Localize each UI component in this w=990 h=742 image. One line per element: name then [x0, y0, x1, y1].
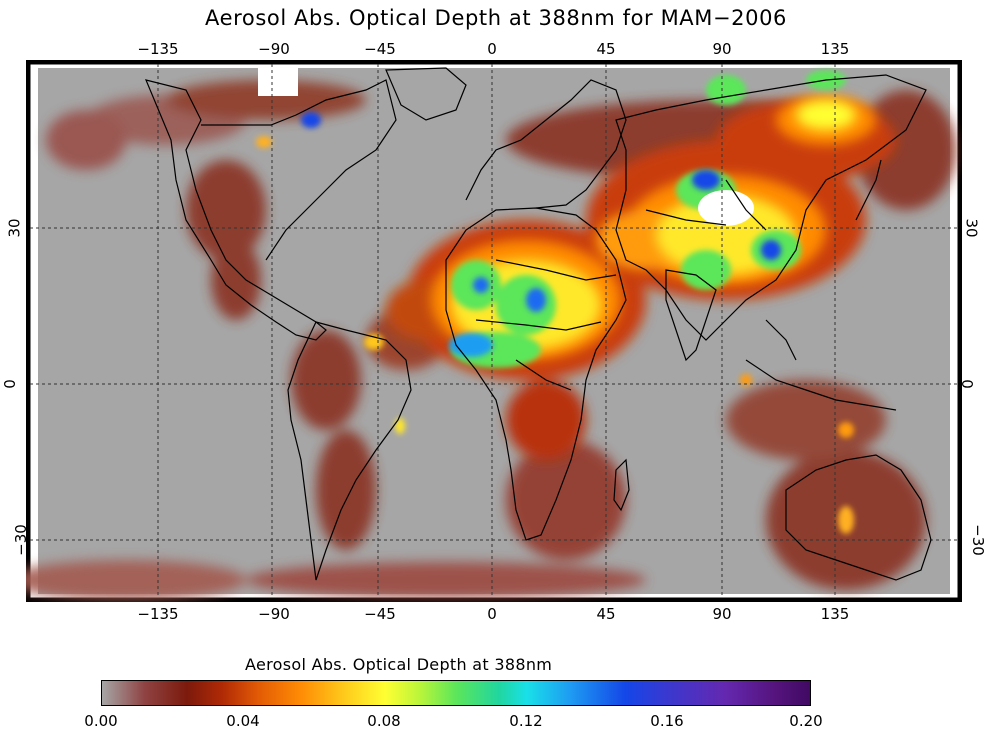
lon-tick-bottom: 135: [820, 605, 850, 623]
aerosol-map: [26, 60, 962, 602]
lon-tick-top: 135: [820, 40, 850, 58]
colorbar-tick: 0.20: [789, 712, 823, 730]
lon-tick-top: −90: [258, 40, 290, 58]
coastlines: [144, 67, 932, 581]
lon-tick-bottom: 0: [487, 605, 497, 623]
colorbar-tick: 0.00: [84, 712, 118, 730]
lat-tick-left: 0: [0, 379, 19, 389]
colorbar-tick: 0.08: [367, 712, 401, 730]
lon-tick-top: 0: [487, 40, 497, 58]
lon-tick-top: −45: [364, 40, 396, 58]
colorbar-tick: 0.16: [650, 712, 684, 730]
lon-tick-bottom: −45: [364, 605, 396, 623]
lat-tick-right: 0: [957, 379, 976, 389]
graticule: [30, 64, 958, 598]
aerosol-field: [26, 68, 956, 600]
colorbar: [101, 680, 811, 706]
aerosol-map-canvas: [26, 60, 962, 602]
map-title: Aerosol Abs. Optical Depth at 388nm for …: [205, 6, 788, 30]
lat-tick-left: −30: [11, 524, 30, 556]
lon-tick-bottom: 45: [596, 605, 616, 623]
lat-tick-left: 30: [5, 218, 24, 238]
lat-tick-right: −30: [968, 524, 987, 556]
colorbar-tick: 0.04: [226, 712, 260, 730]
lat-tick-right: 30: [962, 218, 981, 238]
lon-tick-top: 90: [712, 40, 732, 58]
lon-tick-bottom: −90: [258, 605, 290, 623]
colorbar-tick: 0.12: [509, 712, 543, 730]
colorbar-title: Aerosol Abs. Optical Depth at 388nm: [245, 655, 553, 674]
lon-tick-bottom: −135: [137, 605, 179, 623]
lon-tick-top: −135: [137, 40, 179, 58]
lon-tick-bottom: 90: [712, 605, 732, 623]
lon-tick-top: 45: [596, 40, 616, 58]
